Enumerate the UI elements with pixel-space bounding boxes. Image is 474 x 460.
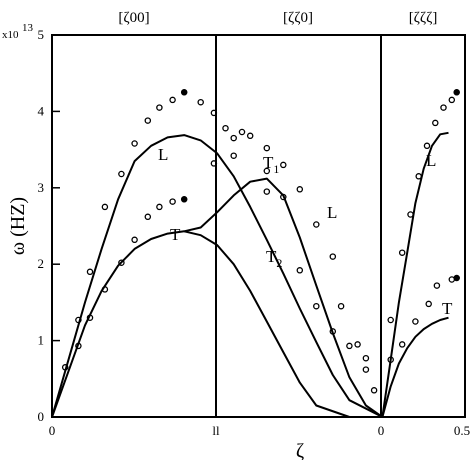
endpoint-dot-3 — [453, 89, 460, 96]
data-point-36 — [263, 188, 271, 195]
data-point-25 — [246, 132, 254, 140]
data-point-47 — [407, 211, 414, 218]
data-point-43 — [370, 387, 378, 394]
data-point-4 — [101, 203, 109, 211]
dispersion-curve-2 — [51, 177, 449, 418]
data-point-54 — [387, 356, 394, 363]
dispersion-curve-3 — [183, 230, 350, 418]
data-point-50 — [432, 119, 439, 127]
data-point-18 — [169, 198, 176, 205]
y-tick-label-1: 0 — [38, 409, 45, 424]
data-point-16 — [144, 213, 152, 221]
data-point-34 — [210, 160, 218, 167]
endpoint-dot-4 — [453, 275, 460, 281]
endpoint-dot-2 — [181, 196, 188, 203]
annotation-label-5: T2 — [266, 247, 282, 270]
y-tick-label-2: 1 — [38, 333, 45, 348]
dispersion-curves — [51, 131, 449, 418]
y-tick-label-5: 4 — [38, 103, 45, 118]
data-point-5 — [118, 170, 125, 178]
x-tick-label-3: 0 — [378, 423, 385, 438]
data-point-37 — [280, 193, 287, 201]
y-axis-ticks: 0 1 2 3 4 5 — [38, 27, 60, 424]
data-point-21 — [210, 109, 218, 117]
data-point-1 — [61, 364, 69, 371]
data-point-44 — [263, 167, 271, 175]
data-point-42 — [362, 354, 370, 362]
data-point-56 — [412, 318, 419, 325]
annotation-label-6: L — [426, 151, 436, 170]
data-point-14 — [118, 259, 125, 266]
data-point-38 — [296, 267, 304, 274]
x-tick-label-1: 0 — [49, 423, 56, 438]
data-point-32 — [354, 341, 361, 348]
data-point-52 — [448, 96, 456, 104]
data-point-22 — [222, 124, 229, 132]
data-point-7 — [144, 117, 152, 124]
data-point-57 — [425, 300, 432, 308]
dispersion-curve-1 — [51, 131, 449, 418]
data-point-49 — [423, 142, 431, 150]
data-point-3 — [86, 268, 94, 276]
data-point-24 — [238, 128, 246, 136]
data-point-31 — [337, 302, 345, 310]
data-point-12 — [86, 314, 94, 321]
data-point-9 — [169, 96, 176, 104]
data-point-33 — [362, 366, 370, 373]
annotation-label-1: L — [158, 145, 168, 164]
measured-points — [61, 89, 460, 394]
data-point-15 — [131, 236, 138, 244]
endpoint-dot-1 — [181, 89, 188, 96]
data-point-28 — [296, 186, 304, 193]
data-point-48 — [415, 173, 422, 180]
y-multiplier-exponent: 13 — [22, 22, 34, 34]
y-multiplier-base: x10 — [2, 29, 19, 41]
data-point-51 — [440, 104, 447, 111]
data-point-58 — [433, 282, 441, 289]
data-point-29 — [313, 221, 320, 228]
x-axis-label: ζ — [296, 440, 304, 460]
annotation-label-7: T — [442, 299, 453, 318]
segment-label-3: [ζζζ] — [409, 10, 438, 26]
data-point-45 — [387, 316, 394, 324]
data-point-41 — [346, 342, 353, 350]
data-point-11 — [75, 342, 82, 350]
data-point-27 — [280, 161, 287, 169]
data-point-17 — [156, 203, 163, 211]
y-axis-label: ω (HZ) — [7, 197, 29, 255]
data-point-35 — [230, 152, 237, 159]
y-tick-label-4: 3 — [38, 180, 45, 195]
branch-annotations: L T T1 L T2 L T — [158, 145, 453, 318]
annotation-label-4: L — [327, 203, 337, 222]
annotation-label-2: T — [170, 225, 181, 244]
data-point-8 — [156, 104, 163, 111]
data-point-39 — [313, 302, 320, 310]
x-tick-label-4: 0.5 — [454, 423, 470, 438]
y-tick-label-6: 5 — [38, 27, 45, 42]
data-point-6 — [131, 140, 138, 147]
data-point-20 — [197, 98, 204, 106]
annotation-label-3: T1 — [263, 153, 279, 176]
segment-label-2: [ζζ0] — [283, 10, 313, 26]
data-point-55 — [398, 341, 406, 348]
data-point-46 — [398, 249, 406, 256]
plot-frame — [51, 34, 466, 418]
x-tick-label-2: ll — [212, 423, 220, 438]
y-tick-label-3: 2 — [38, 256, 45, 271]
data-point-40 — [329, 328, 337, 335]
data-point-2 — [75, 316, 82, 324]
data-point-26 — [263, 144, 271, 152]
segment-label-1: [ζ00] — [118, 10, 149, 26]
data-point-13 — [101, 286, 109, 293]
data-point-23 — [230, 134, 237, 142]
data-point-30 — [329, 253, 337, 260]
